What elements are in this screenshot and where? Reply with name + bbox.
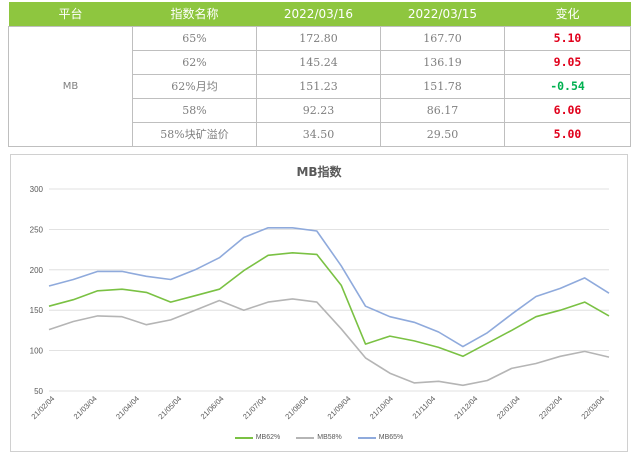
chart-legend: MB62% MB58% MB65% (11, 434, 627, 441)
x-tick-label: 21/05/04 (156, 394, 183, 421)
date1-value-cell: 92.23 (256, 97, 381, 123)
chart-title: MB指数 (296, 165, 342, 179)
x-tick-label: 22/01/04 (495, 394, 522, 421)
x-tick-label: 21/12/04 (452, 394, 479, 421)
date1-value-cell: 145.24 (256, 49, 381, 75)
header-date-1: 2022/03/16 (256, 2, 381, 26)
y-tick-label: 100 (30, 347, 44, 356)
change-cell: 5.00 (504, 121, 631, 147)
x-tick-label: 21/03/04 (72, 394, 99, 421)
legend-swatch (296, 436, 315, 439)
x-tick-label: 22/02/04 (537, 394, 564, 421)
table-row: 58% 92.23 86.17 6.06 (9, 97, 631, 123)
table-row: 62% 145.24 136.19 9.05 (9, 49, 631, 75)
x-tick-label: 21/11/04 (411, 394, 438, 421)
index-name-cell: 58% (132, 97, 257, 123)
y-tick-label: 50 (34, 387, 43, 396)
x-tick-label: 21/07/04 (241, 394, 268, 421)
index-name-cell: 65% (132, 25, 257, 51)
change-cell: 6.06 (504, 97, 631, 123)
date1-value-cell: 151.23 (256, 73, 381, 99)
legend-item-mb65: MB65% (357, 434, 404, 441)
header-platform: 平台 (8, 2, 133, 26)
table-header-row: 平台 指数名称 2022/03/16 2022/03/15 变化 (8, 2, 631, 26)
price-table: 平台 指数名称 2022/03/16 2022/03/15 变化 MB 65% … (8, 2, 631, 147)
legend-label: MB62% (255, 434, 281, 441)
change-cell: 9.05 (504, 49, 631, 75)
x-tick-label: 21/09/04 (326, 394, 353, 421)
header-change: 变化 (504, 2, 631, 26)
date2-value-cell: 151.78 (380, 73, 505, 99)
date2-value-cell: 136.19 (380, 49, 505, 75)
x-tick-label: 21/08/04 (283, 394, 310, 421)
date1-value-cell: 172.80 (256, 25, 381, 51)
change-cell: -0.54 (504, 73, 631, 99)
header-index-name: 指数名称 (132, 2, 257, 26)
date2-value-cell: 167.70 (380, 25, 505, 51)
index-name-cell: 62%月均 (132, 73, 257, 99)
table-row: MB 65% 172.80 167.70 5.10 (8, 25, 631, 147)
legend-item-mb62: MB62% (234, 434, 281, 441)
x-tick-label: 21/02/04 (29, 394, 56, 421)
legend-swatch (234, 436, 253, 439)
x-tick-label: 21/10/04 (368, 394, 395, 421)
mb-index-chart: 300 250 200 150 100 50 21/02/04 21/03/04 21/04/0… (10, 154, 628, 452)
legend-label: MB65% (378, 434, 404, 441)
y-tick-label: 150 (30, 306, 44, 315)
change-cell: 5.10 (504, 25, 631, 51)
platform-cell: MB (8, 25, 133, 147)
series-line-mb62 (48, 252, 610, 358)
legend-item-mb58: MB58% (296, 434, 342, 441)
header-date-2: 2022/03/15 (380, 2, 505, 26)
date1-value-cell: 34.50 (256, 121, 381, 147)
legend-swatch (357, 436, 376, 439)
table-row: 58%块矿溢价 34.50 29.50 5.00 (9, 121, 631, 147)
table-row: 62%月均 151.23 151.78 -0.54 (9, 73, 631, 99)
series-line-mb58 (48, 298, 610, 387)
y-tick-label: 300 (30, 185, 44, 194)
index-name-cell: 58%块矿溢价 (132, 121, 257, 147)
x-tick-label: 22/03/04 (579, 394, 606, 421)
y-tick-label: 250 (30, 225, 44, 234)
index-name-cell: 62% (132, 49, 257, 75)
y-tick-label: 200 (30, 266, 44, 275)
x-tick-label: 21/04/04 (114, 394, 141, 421)
date2-value-cell: 29.50 (380, 121, 505, 147)
series-line-mb65 (48, 227, 610, 348)
date2-value-cell: 86.17 (380, 97, 505, 123)
legend-label: MB58% (317, 434, 342, 441)
x-tick-label: 21/06/04 (199, 394, 226, 421)
